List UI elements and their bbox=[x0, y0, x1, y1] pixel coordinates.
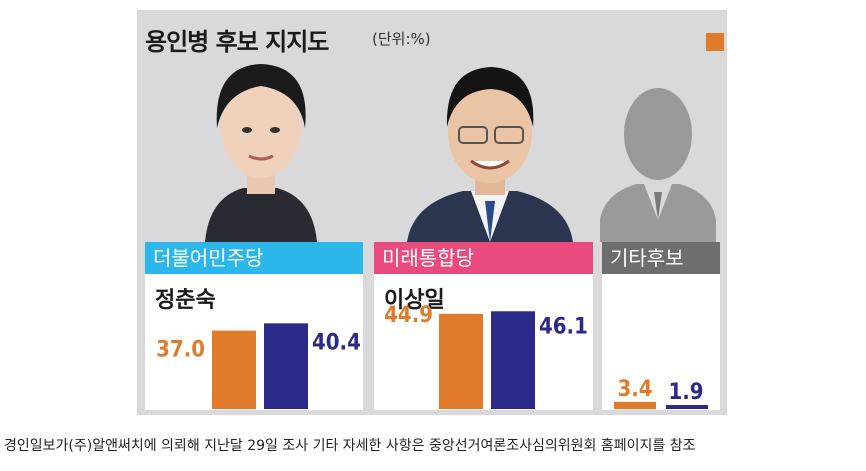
candidate-2-card bbox=[374, 274, 593, 410]
bar-3-series-2 bbox=[666, 404, 708, 409]
bar-3-series-1 bbox=[614, 401, 656, 409]
value-label-2-series-1: 44.9 bbox=[384, 303, 433, 328]
candidate-1-photo bbox=[205, 64, 317, 242]
party-label-2: 미래통합당 bbox=[374, 242, 593, 274]
value-label-1-series-2: 40.4 bbox=[312, 330, 361, 355]
unit-label: (단위:%) bbox=[372, 30, 431, 48]
value-label-2-series-2: 46.1 bbox=[539, 314, 588, 339]
candidate-2-name: 이상일 bbox=[384, 288, 445, 313]
party-label-3: 기타후보 bbox=[602, 242, 720, 274]
other-candidate-silhouette bbox=[600, 88, 716, 242]
bar-1-series-1 bbox=[212, 330, 256, 409]
value-label-1-series-1: 37.0 bbox=[156, 338, 205, 363]
chart-title: 용인병 후보 지지도 bbox=[145, 28, 329, 56]
candidate-3-card bbox=[602, 274, 720, 410]
candidate-2-photo bbox=[407, 67, 573, 242]
source-caption: 경인일보가(주)알앤써치에 의뢰해 지난달 29일 조사 기타 자세한 사항은 … bbox=[4, 438, 696, 454]
bar-1-series-2 bbox=[264, 323, 308, 409]
candidate-1-name: 정춘숙 bbox=[155, 288, 216, 313]
party-label-1: 더불어민주당 bbox=[145, 242, 363, 274]
bar-2-series-2 bbox=[491, 311, 535, 409]
value-label-3-series-1: 3.4 bbox=[617, 377, 652, 402]
bar-2-series-1 bbox=[439, 313, 483, 409]
legend-square bbox=[706, 33, 724, 51]
value-label-3-series-2: 1.9 bbox=[668, 380, 703, 405]
